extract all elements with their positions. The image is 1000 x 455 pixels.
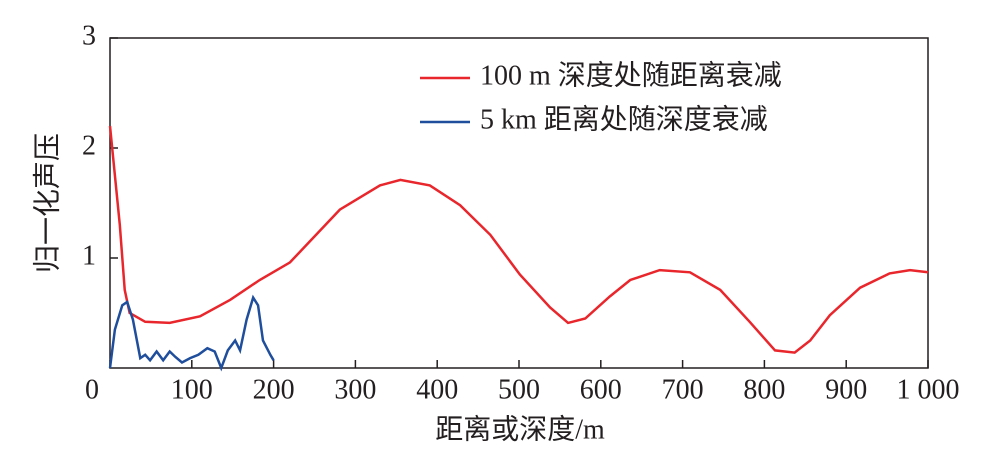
y-tick-label: 1 bbox=[82, 240, 96, 271]
x-tick-label: 700 bbox=[662, 374, 704, 405]
line-series bbox=[108, 294, 275, 372]
y-axis-label: 归一化声压 bbox=[31, 133, 63, 273]
y-tick-label: 2 bbox=[82, 130, 96, 161]
x-tick-label: 100 bbox=[171, 374, 213, 405]
x-axis-label: 距离或深度/m bbox=[435, 413, 605, 445]
x-tick-label: 300 bbox=[334, 374, 376, 405]
x-tick-label: 900 bbox=[825, 374, 867, 405]
x-tick-label: 600 bbox=[580, 374, 622, 405]
line-series bbox=[108, 125, 929, 354]
x-tick-label: 200 bbox=[253, 374, 295, 405]
y-tick-label: 3 bbox=[82, 20, 96, 51]
x-tick-label: 1 000 bbox=[897, 374, 960, 405]
x-tick-label: 800 bbox=[743, 374, 785, 405]
legend-label: 5 km 距离处随深度衰减 bbox=[480, 103, 768, 135]
x-tick-label: 400 bbox=[416, 374, 458, 405]
x-tick-label: 500 bbox=[498, 374, 540, 405]
legend-label: 100 m 深度处随距离衰减 bbox=[480, 59, 782, 91]
x-tick-label: 0 bbox=[85, 374, 99, 405]
